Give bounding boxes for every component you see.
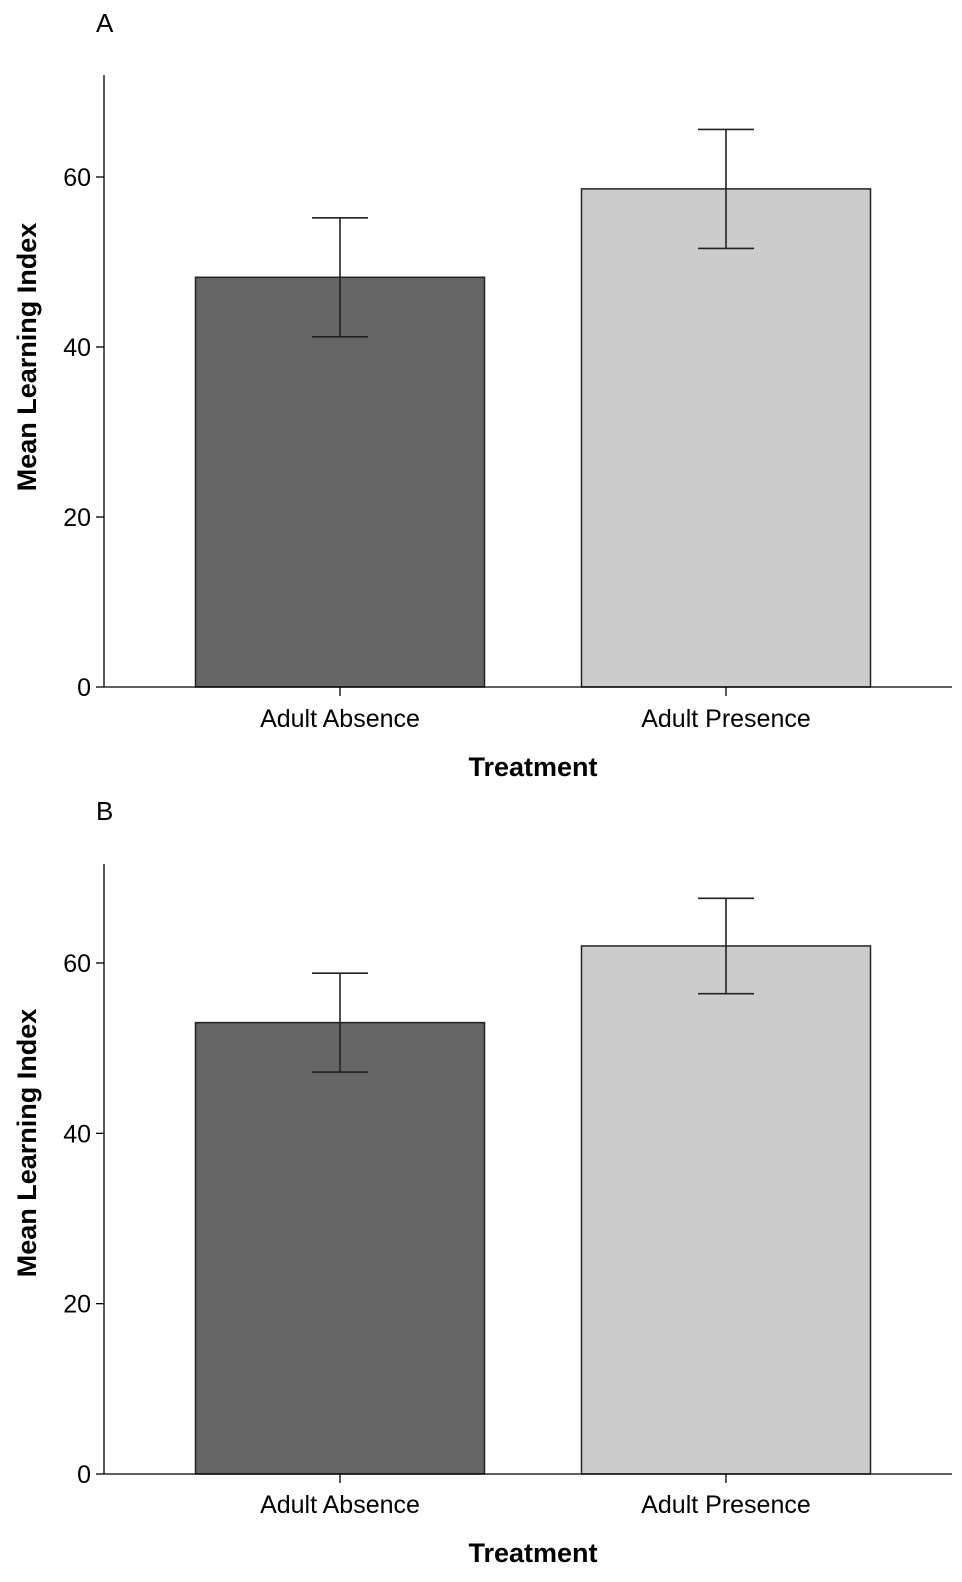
x-axis-title: Treatment: [468, 1538, 597, 1568]
y-tick-label: 60: [63, 950, 91, 978]
x-axis-title: Treatment: [468, 752, 597, 782]
bar-adult-presence: [580, 188, 872, 688]
bar-adult-presence: [580, 945, 872, 1475]
y-axis-title: Mean Learning Index: [12, 223, 42, 492]
y-axis-title: Mean Learning Index: [12, 1009, 42, 1278]
panel-label: A: [96, 8, 114, 38]
y-tick-label: 40: [63, 334, 91, 362]
y-tick-label: 20: [63, 504, 91, 532]
y-tick-label: 0: [77, 1461, 91, 1489]
x-tick-label: Adult Presence: [641, 1491, 811, 1519]
bar-adult-absence: [194, 276, 486, 688]
x-tick-label: Adult Presence: [641, 705, 811, 733]
panel-label: B: [96, 796, 113, 826]
y-tick-label: 60: [63, 164, 91, 192]
y-tick-label: 40: [63, 1120, 91, 1148]
x-tick-label: Adult Absence: [260, 1491, 420, 1519]
y-tick-label: 20: [63, 1291, 91, 1319]
y-tick-label: 0: [77, 674, 91, 702]
x-tick-label: Adult Absence: [260, 705, 420, 733]
bar-adult-absence: [194, 1021, 486, 1475]
